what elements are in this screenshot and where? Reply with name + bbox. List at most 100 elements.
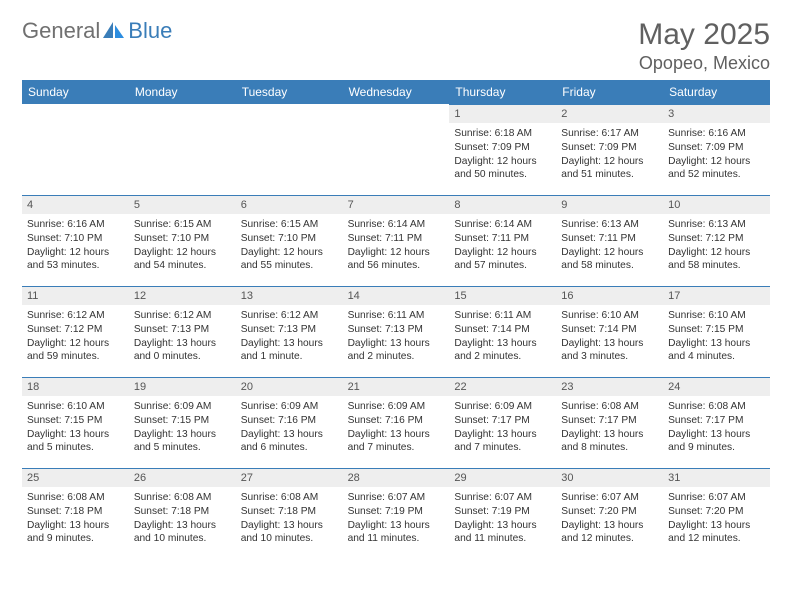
day-number: 14 — [343, 286, 450, 305]
day-info: Sunrise: 6:09 AMSunset: 7:17 PMDaylight:… — [449, 396, 556, 459]
day-number: 6 — [236, 195, 343, 214]
day-number: 3 — [663, 104, 770, 123]
day-info: Sunrise: 6:11 AMSunset: 7:14 PMDaylight:… — [449, 305, 556, 368]
day-info: Sunrise: 6:12 AMSunset: 7:13 PMDaylight:… — [129, 305, 236, 368]
day-number: 31 — [663, 468, 770, 487]
day-info: Sunrise: 6:09 AMSunset: 7:16 PMDaylight:… — [343, 396, 450, 459]
day-number: 12 — [129, 286, 236, 305]
empty-cell — [343, 104, 450, 195]
day-cell: 1Sunrise: 6:18 AMSunset: 7:09 PMDaylight… — [449, 104, 556, 195]
day-info: Sunrise: 6:13 AMSunset: 7:12 PMDaylight:… — [663, 214, 770, 277]
month-title: May 2025 — [638, 18, 770, 51]
day-info: Sunrise: 6:18 AMSunset: 7:09 PMDaylight:… — [449, 123, 556, 186]
day-number: 11 — [22, 286, 129, 305]
day-number: 20 — [236, 377, 343, 396]
day-cell: 20Sunrise: 6:09 AMSunset: 7:16 PMDayligh… — [236, 377, 343, 468]
day-cell: 15Sunrise: 6:11 AMSunset: 7:14 PMDayligh… — [449, 286, 556, 377]
day-cell: 3Sunrise: 6:16 AMSunset: 7:09 PMDaylight… — [663, 104, 770, 195]
day-cell: 21Sunrise: 6:09 AMSunset: 7:16 PMDayligh… — [343, 377, 450, 468]
day-info: Sunrise: 6:07 AMSunset: 7:19 PMDaylight:… — [449, 487, 556, 550]
day-number: 23 — [556, 377, 663, 396]
day-cell: 22Sunrise: 6:09 AMSunset: 7:17 PMDayligh… — [449, 377, 556, 468]
day-header: Thursday — [449, 80, 556, 104]
day-number: 29 — [449, 468, 556, 487]
location: Opopeo, Mexico — [638, 53, 770, 74]
empty-cell — [129, 104, 236, 195]
day-info: Sunrise: 6:09 AMSunset: 7:15 PMDaylight:… — [129, 396, 236, 459]
day-cell: 28Sunrise: 6:07 AMSunset: 7:19 PMDayligh… — [343, 468, 450, 559]
day-number: 28 — [343, 468, 450, 487]
day-number: 19 — [129, 377, 236, 396]
day-cell: 24Sunrise: 6:08 AMSunset: 7:17 PMDayligh… — [663, 377, 770, 468]
day-info: Sunrise: 6:12 AMSunset: 7:12 PMDaylight:… — [22, 305, 129, 368]
day-number: 30 — [556, 468, 663, 487]
day-number: 21 — [343, 377, 450, 396]
day-info: Sunrise: 6:08 AMSunset: 7:17 PMDaylight:… — [556, 396, 663, 459]
empty-cell — [236, 104, 343, 195]
logo-text-general: General — [22, 18, 100, 44]
day-cell: 7Sunrise: 6:14 AMSunset: 7:11 PMDaylight… — [343, 195, 450, 286]
day-cell: 19Sunrise: 6:09 AMSunset: 7:15 PMDayligh… — [129, 377, 236, 468]
day-cell: 31Sunrise: 6:07 AMSunset: 7:20 PMDayligh… — [663, 468, 770, 559]
day-cell: 29Sunrise: 6:07 AMSunset: 7:19 PMDayligh… — [449, 468, 556, 559]
day-header: Friday — [556, 80, 663, 104]
day-number: 8 — [449, 195, 556, 214]
logo-sail-icon — [103, 22, 125, 40]
day-header: Monday — [129, 80, 236, 104]
day-number: 4 — [22, 195, 129, 214]
day-cell: 10Sunrise: 6:13 AMSunset: 7:12 PMDayligh… — [663, 195, 770, 286]
day-cell: 13Sunrise: 6:12 AMSunset: 7:13 PMDayligh… — [236, 286, 343, 377]
day-cell: 17Sunrise: 6:10 AMSunset: 7:15 PMDayligh… — [663, 286, 770, 377]
day-number: 26 — [129, 468, 236, 487]
day-number: 16 — [556, 286, 663, 305]
day-number: 1 — [449, 104, 556, 123]
day-number: 5 — [129, 195, 236, 214]
day-info: Sunrise: 6:16 AMSunset: 7:09 PMDaylight:… — [663, 123, 770, 186]
day-info: Sunrise: 6:07 AMSunset: 7:20 PMDaylight:… — [556, 487, 663, 550]
calendar-body: 1Sunrise: 6:18 AMSunset: 7:09 PMDaylight… — [22, 104, 770, 559]
day-info: Sunrise: 6:07 AMSunset: 7:19 PMDaylight:… — [343, 487, 450, 550]
day-info: Sunrise: 6:10 AMSunset: 7:14 PMDaylight:… — [556, 305, 663, 368]
day-info: Sunrise: 6:13 AMSunset: 7:11 PMDaylight:… — [556, 214, 663, 277]
day-info: Sunrise: 6:07 AMSunset: 7:20 PMDaylight:… — [663, 487, 770, 550]
day-header: Sunday — [22, 80, 129, 104]
day-number: 24 — [663, 377, 770, 396]
day-info: Sunrise: 6:14 AMSunset: 7:11 PMDaylight:… — [449, 214, 556, 277]
day-cell: 26Sunrise: 6:08 AMSunset: 7:18 PMDayligh… — [129, 468, 236, 559]
day-info: Sunrise: 6:09 AMSunset: 7:16 PMDaylight:… — [236, 396, 343, 459]
day-cell: 14Sunrise: 6:11 AMSunset: 7:13 PMDayligh… — [343, 286, 450, 377]
day-info: Sunrise: 6:11 AMSunset: 7:13 PMDaylight:… — [343, 305, 450, 368]
day-header: Tuesday — [236, 80, 343, 104]
day-number: 27 — [236, 468, 343, 487]
day-number: 7 — [343, 195, 450, 214]
day-cell: 5Sunrise: 6:15 AMSunset: 7:10 PMDaylight… — [129, 195, 236, 286]
day-info: Sunrise: 6:17 AMSunset: 7:09 PMDaylight:… — [556, 123, 663, 186]
day-number: 18 — [22, 377, 129, 396]
day-cell: 6Sunrise: 6:15 AMSunset: 7:10 PMDaylight… — [236, 195, 343, 286]
day-cell: 12Sunrise: 6:12 AMSunset: 7:13 PMDayligh… — [129, 286, 236, 377]
day-info: Sunrise: 6:08 AMSunset: 7:17 PMDaylight:… — [663, 396, 770, 459]
day-cell: 25Sunrise: 6:08 AMSunset: 7:18 PMDayligh… — [22, 468, 129, 559]
day-cell: 9Sunrise: 6:13 AMSunset: 7:11 PMDaylight… — [556, 195, 663, 286]
header: General Blue May 2025 Opopeo, Mexico — [22, 18, 770, 74]
day-cell: 2Sunrise: 6:17 AMSunset: 7:09 PMDaylight… — [556, 104, 663, 195]
day-cell: 8Sunrise: 6:14 AMSunset: 7:11 PMDaylight… — [449, 195, 556, 286]
day-info: Sunrise: 6:10 AMSunset: 7:15 PMDaylight:… — [663, 305, 770, 368]
day-info: Sunrise: 6:08 AMSunset: 7:18 PMDaylight:… — [129, 487, 236, 550]
day-number: 2 — [556, 104, 663, 123]
day-header: Wednesday — [343, 80, 450, 104]
day-info: Sunrise: 6:12 AMSunset: 7:13 PMDaylight:… — [236, 305, 343, 368]
day-number: 9 — [556, 195, 663, 214]
title-block: May 2025 Opopeo, Mexico — [638, 18, 770, 74]
day-info: Sunrise: 6:08 AMSunset: 7:18 PMDaylight:… — [236, 487, 343, 550]
empty-cell — [22, 104, 129, 195]
day-cell: 4Sunrise: 6:16 AMSunset: 7:10 PMDaylight… — [22, 195, 129, 286]
logo-text-blue: Blue — [128, 18, 172, 44]
day-cell: 30Sunrise: 6:07 AMSunset: 7:20 PMDayligh… — [556, 468, 663, 559]
day-number: 17 — [663, 286, 770, 305]
logo: General Blue — [22, 18, 172, 44]
day-info: Sunrise: 6:15 AMSunset: 7:10 PMDaylight:… — [129, 214, 236, 277]
day-cell: 16Sunrise: 6:10 AMSunset: 7:14 PMDayligh… — [556, 286, 663, 377]
day-info: Sunrise: 6:14 AMSunset: 7:11 PMDaylight:… — [343, 214, 450, 277]
day-number: 22 — [449, 377, 556, 396]
